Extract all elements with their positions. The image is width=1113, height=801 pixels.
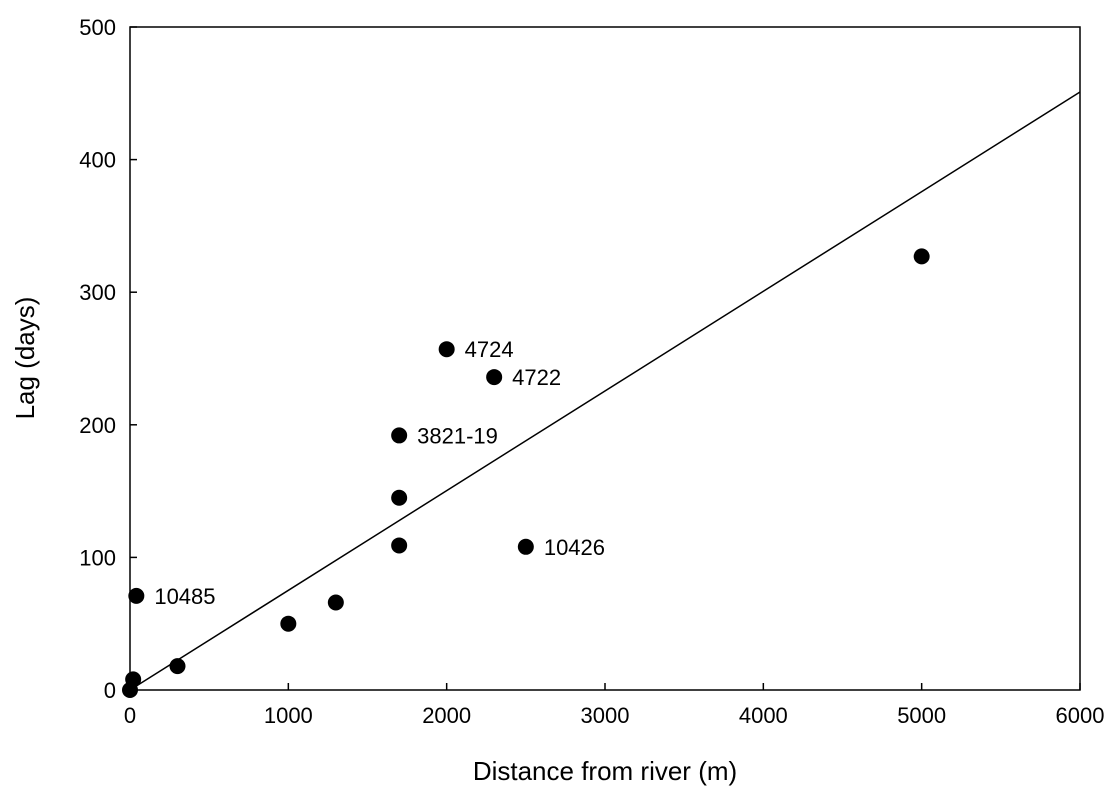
y-axis: 0 100 200 300 400 500 — [79, 15, 137, 703]
x-tick-label: 3000 — [581, 703, 630, 728]
data-point — [391, 427, 408, 444]
x-tick-label: 0 — [124, 703, 136, 728]
x-tick-label: 4000 — [739, 703, 788, 728]
y-axis-title: Lag (days) — [10, 297, 40, 420]
data-point — [438, 341, 455, 358]
data-points — [122, 248, 930, 698]
data-point — [128, 587, 145, 604]
data-point — [169, 658, 186, 675]
y-tick-label: 0 — [104, 678, 116, 703]
x-tick-label: 2000 — [422, 703, 471, 728]
y-tick-label: 400 — [79, 148, 116, 173]
data-point-label: 4724 — [465, 337, 514, 362]
y-tick-label: 100 — [79, 545, 116, 570]
data-point — [517, 538, 534, 555]
plot-area-frame — [129, 26, 1081, 691]
data-point-label: 10426 — [544, 535, 605, 560]
data-point-label: 10485 — [154, 584, 215, 609]
data-point — [391, 489, 408, 506]
data-point — [280, 615, 297, 632]
data-point — [486, 369, 503, 386]
x-tick-label: 1000 — [264, 703, 313, 728]
x-tick-label: 5000 — [897, 703, 946, 728]
data-point — [125, 671, 142, 688]
data-point — [913, 248, 930, 265]
data-point — [391, 537, 408, 554]
data-point — [327, 594, 344, 611]
data-point-label: 3821-19 — [417, 423, 498, 448]
x-axis-title: Distance from river (m) — [473, 756, 737, 786]
data-point-label: 4722 — [512, 365, 561, 390]
y-tick-label: 500 — [79, 15, 116, 40]
x-tick-label: 6000 — [1056, 703, 1105, 728]
point-labels: 10485 3821-19 4724 4722 10426 — [154, 337, 605, 609]
y-tick-label: 300 — [79, 280, 116, 305]
y-tick-label: 200 — [79, 413, 116, 438]
x-axis: 0 1000 2000 3000 4000 5000 6000 — [124, 683, 1105, 728]
regression-line — [129, 91, 1081, 691]
